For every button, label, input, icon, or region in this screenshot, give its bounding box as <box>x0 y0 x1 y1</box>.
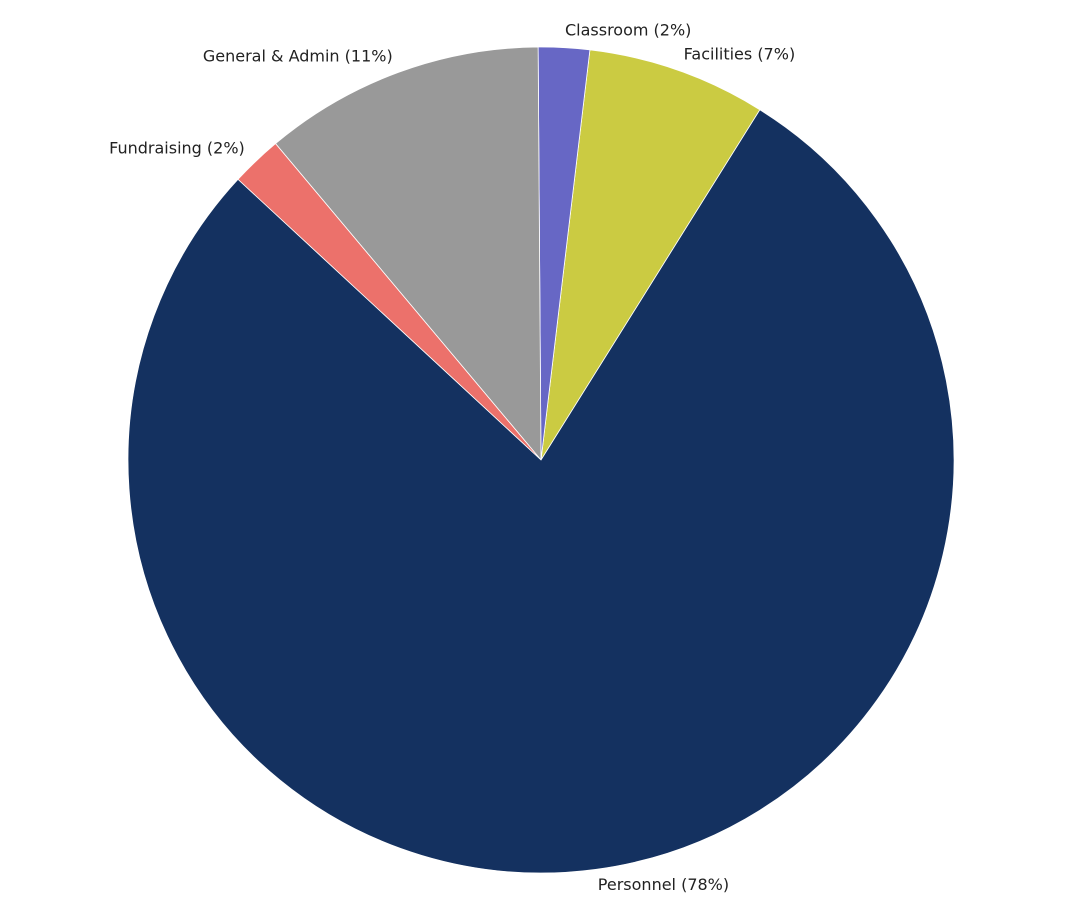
wedge <box>540 49 761 461</box>
wedge <box>274 46 542 462</box>
wedge <box>127 109 955 874</box>
slice-label: Facilities (7%) <box>684 44 796 63</box>
slice-label: General & Admin (11%) <box>203 46 393 65</box>
slice-label: Fundraising (2%) <box>109 138 245 157</box>
slice-label: Personnel (78%) <box>598 875 729 894</box>
slice-label: Classroom (2%) <box>565 21 691 40</box>
